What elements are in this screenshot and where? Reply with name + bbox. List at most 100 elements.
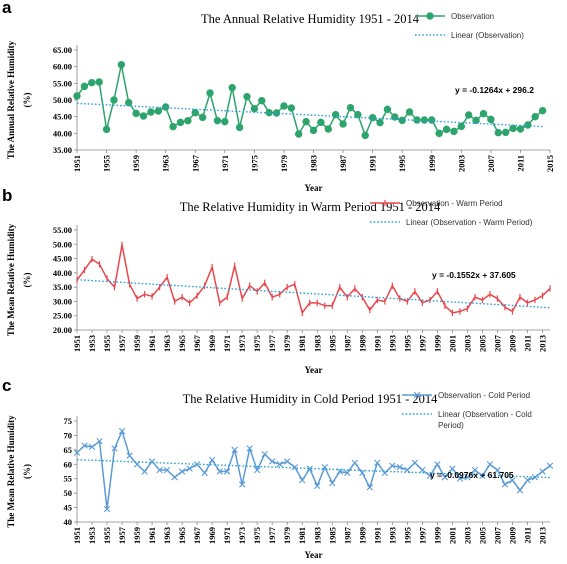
x-tick-label: 2015 — [545, 155, 555, 172]
x-tick-label: 1969 — [207, 335, 217, 352]
data-point — [81, 442, 88, 449]
y-tick-label: 65.00 — [53, 45, 72, 55]
data-point — [450, 127, 458, 136]
x-tick-label: 1967 — [192, 334, 202, 352]
data-point — [539, 468, 546, 475]
legend-label: Period) — [438, 421, 464, 430]
x-tick-label: 1961 — [147, 527, 157, 544]
x-tick-label: 1959 — [131, 155, 141, 172]
x-tick-label: 1977 — [267, 334, 277, 352]
y-tick-label: 60 — [64, 459, 73, 469]
panel-a: a The Annual Relative Humidity 1951 - 20… — [0, 0, 567, 193]
data-point — [524, 476, 531, 484]
data-point — [336, 468, 343, 475]
x-tick-label: 2001 — [447, 527, 457, 544]
data-point — [428, 116, 436, 124]
panel-c-letter: c — [2, 376, 12, 395]
data-point — [254, 466, 261, 474]
trend-equation: y = -0.0976x + 61.705 — [430, 470, 514, 480]
data-point — [383, 105, 392, 114]
data-point — [201, 469, 208, 477]
data-point — [405, 108, 414, 116]
x-tick-label: 1963 — [162, 335, 172, 352]
data-point — [413, 116, 421, 124]
data-point — [366, 484, 373, 491]
data-point — [250, 104, 259, 113]
data-point — [309, 126, 318, 135]
y-tick-label: 70 — [64, 430, 73, 440]
x-tick-label: 1971 — [220, 155, 230, 172]
data-point — [163, 466, 171, 474]
y-tick-label: 50.00 — [53, 95, 72, 105]
data-point — [538, 106, 547, 115]
y-tick-label: 40 — [64, 517, 73, 527]
x-tick-label: 1953 — [87, 335, 97, 352]
data-point — [449, 465, 456, 472]
x-tick-label: 1981 — [297, 527, 307, 544]
x-tick-label: 1989 — [357, 335, 367, 352]
x-tick-label: 1959 — [132, 527, 142, 544]
series-line — [76, 430, 551, 510]
x-tick-label: 2003 — [456, 155, 466, 172]
data-point — [284, 458, 291, 465]
data-point — [494, 466, 501, 474]
x-tick-label: 1993 — [387, 335, 397, 352]
x-tick-label: 1965 — [177, 335, 187, 352]
x-tick-label: 1973 — [237, 527, 247, 544]
y-tick-label: 65 — [64, 445, 73, 455]
y-tick-label: 20.00 — [53, 325, 72, 335]
x-tick-label: 1955 — [102, 335, 112, 352]
data-point — [494, 128, 502, 137]
x-tick-label: 2007 — [492, 334, 502, 352]
data-point — [88, 443, 96, 451]
chart-c: The Relative Humidity in Cold Period 195… — [6, 391, 554, 560]
legend-label: Observation - Warm Period — [406, 199, 503, 208]
data-point — [426, 472, 434, 480]
data-point — [118, 427, 126, 435]
legend-label: Linear (Observation - Warm Period) — [406, 218, 533, 227]
chart-title: The Relative Humidity in Warm Period 195… — [180, 200, 441, 214]
chart-title: The Annual Relative Humidity 1951 - 2014 — [201, 12, 420, 26]
chart-title: The Relative Humidity in Cold Period 195… — [183, 392, 439, 406]
x-tick-label: 1965 — [177, 527, 187, 544]
y-tick-label: 45.00 — [53, 112, 72, 122]
x-tick-label: 1967 — [192, 526, 202, 544]
data-point — [411, 459, 419, 467]
data-point — [441, 474, 449, 481]
data-point — [516, 125, 525, 133]
x-tick-label: 1981 — [297, 335, 307, 352]
data-point — [102, 125, 111, 134]
data-point — [191, 108, 199, 117]
panel-b-letter: b — [2, 186, 13, 205]
data-point — [501, 128, 510, 137]
chart-a: The Annual Relative Humidity 1951 - 2014… — [6, 12, 555, 193]
x-tick-label: 2009 — [507, 335, 517, 352]
data-point — [221, 117, 229, 126]
x-tick-label: 1983 — [312, 335, 322, 352]
y-tick-label: 30.00 — [53, 296, 72, 306]
y-tick-label: 55.00 — [53, 78, 72, 88]
data-point — [184, 116, 192, 125]
x-tick-label: 1987 — [342, 334, 352, 352]
data-point — [361, 131, 369, 140]
legend-label: Observation — [451, 12, 494, 21]
x-tick-label: 1997 — [417, 526, 427, 544]
x-tick-label: 2007 — [492, 526, 502, 544]
data-point — [73, 449, 81, 456]
data-point — [198, 113, 207, 122]
x-tick-label: 2011 — [515, 155, 525, 172]
data-point — [464, 474, 471, 481]
data-point — [465, 111, 473, 119]
x-tick-label: 2011 — [522, 527, 532, 544]
x-tick-label: 2011 — [522, 335, 532, 352]
data-point — [295, 130, 303, 138]
x-tick-label: 1999 — [432, 527, 442, 544]
y-axis-label-line1: The Mean Relative Humidity — [6, 223, 16, 336]
x-tick-label: 2005 — [477, 335, 487, 352]
x-tick-label: 2003 — [462, 335, 472, 352]
x-tick-label: 1951 — [72, 527, 82, 544]
data-point — [391, 113, 399, 121]
x-tick-label: 1967 — [190, 154, 200, 172]
data-point — [509, 476, 516, 484]
x-tick-label: 1963 — [161, 155, 171, 172]
